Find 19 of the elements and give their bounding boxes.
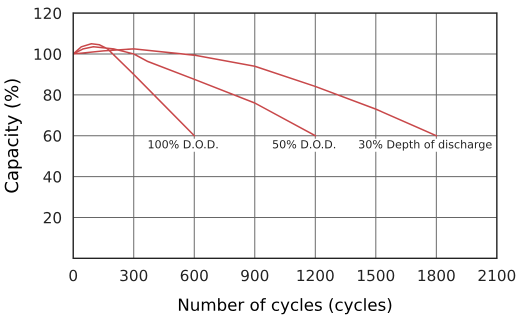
x-tick-label: 300 xyxy=(120,270,148,282)
y-tick-label: 120 xyxy=(34,8,62,20)
y-tick-label: 100 xyxy=(34,48,62,60)
y-axis-title: Capacity (%) xyxy=(4,79,22,193)
x-tick-label: 2100 xyxy=(478,270,516,282)
annotation: 30% Depth of discharge xyxy=(359,140,492,151)
x-tick-label: 0 xyxy=(69,270,78,282)
x-axis-title: Number of cycles (cycles) xyxy=(178,298,392,314)
y-tick-label: 80 xyxy=(44,89,62,101)
annotation: 50% D.O.D. xyxy=(272,140,336,148)
x-tick-label: 1200 xyxy=(298,270,334,282)
x-tick-label: 1500 xyxy=(358,270,394,282)
y-tick-label: 20 xyxy=(44,212,62,224)
x-tick-label: 600 xyxy=(180,270,208,282)
y-tick-label: 60 xyxy=(44,130,62,142)
x-tick-label: 900 xyxy=(241,270,268,282)
annotation: 100% D.O.D. xyxy=(148,140,218,148)
y-tick-label: 40 xyxy=(43,171,62,183)
x-tick-label: 1800 xyxy=(418,270,455,282)
